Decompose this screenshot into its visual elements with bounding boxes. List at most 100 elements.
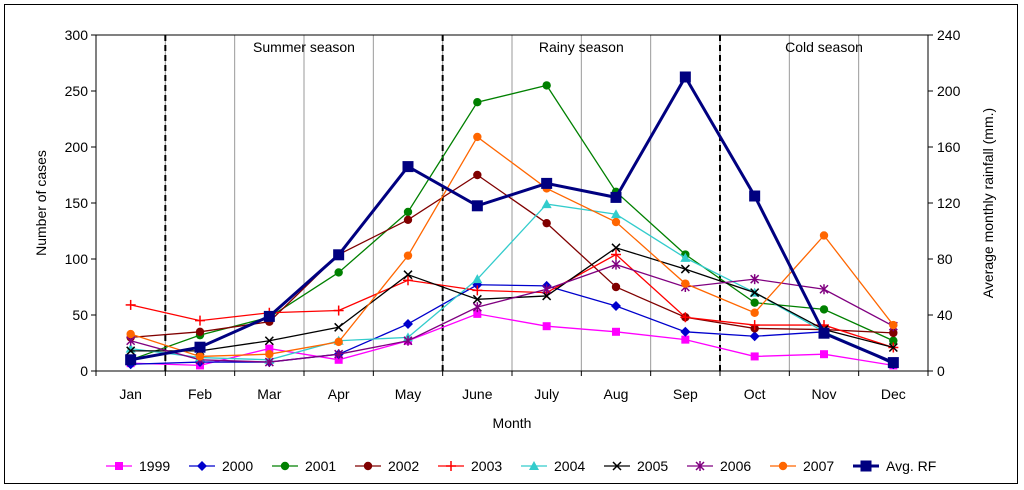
data-point [611, 301, 621, 312]
data-point [472, 285, 483, 296]
data-point [403, 270, 413, 280]
data-point [750, 288, 760, 298]
marker-shape [542, 81, 551, 90]
legend-label: 2007 [803, 458, 834, 474]
data-point [610, 191, 622, 203]
data-point [749, 190, 761, 202]
marker-shape [402, 161, 414, 173]
x-tick-label: Jan [119, 386, 142, 402]
data-point [472, 302, 482, 313]
marker-shape [403, 207, 413, 217]
marker-shape [529, 461, 539, 470]
data-point [887, 357, 899, 369]
data-point [680, 312, 691, 323]
data-point [473, 98, 482, 107]
marker-shape [126, 329, 135, 339]
data-point [195, 352, 205, 361]
marker-shape [750, 308, 759, 317]
marker-shape [887, 357, 899, 369]
data-point [334, 268, 343, 277]
marker-shape [750, 288, 760, 298]
series-2007 [126, 132, 898, 361]
y-tick-label: 200 [65, 139, 89, 155]
legend-item: 2002 [355, 458, 419, 474]
marker-shape [611, 282, 621, 292]
legend-item: 2006 [687, 458, 751, 474]
marker-shape [472, 294, 482, 304]
legend-label: 2002 [388, 458, 419, 474]
series-line [130, 74, 894, 364]
y-tick-label: 150 [65, 195, 89, 211]
series-line [130, 263, 894, 363]
legend-label: 2001 [305, 458, 336, 474]
data-point [403, 251, 413, 260]
series-avg-rf [125, 71, 899, 369]
data-point [542, 322, 551, 331]
data-point [820, 350, 828, 359]
y-tick-label: 100 [65, 251, 89, 267]
y2-tick-label: 80 [937, 251, 953, 267]
data-point [263, 310, 275, 322]
marker-shape [542, 322, 551, 331]
data-point [403, 215, 413, 224]
data-point [819, 231, 829, 240]
season-label: Rainy season [539, 39, 624, 55]
marker-shape [333, 249, 345, 261]
legend-marker [280, 461, 290, 471]
marker-shape [820, 350, 828, 359]
series-line [130, 313, 894, 367]
legend-item: 2003 [438, 458, 502, 474]
data-point [542, 218, 551, 228]
data-point [611, 282, 621, 292]
y2-axis-title: Average monthly rainfall (mm.) [980, 108, 996, 298]
data-point [334, 322, 344, 332]
data-point [749, 331, 760, 342]
data-point [542, 291, 552, 301]
marker-shape [265, 344, 274, 353]
y2-tick-label: 0 [937, 363, 945, 379]
marker-shape [473, 170, 482, 180]
legend-marker [529, 461, 539, 470]
data-point [403, 335, 413, 346]
data-point [750, 274, 760, 285]
legend-item: Avg. RF [853, 458, 936, 474]
data-point [749, 320, 760, 331]
legend-item: 2007 [770, 458, 834, 474]
marker-shape [115, 462, 123, 470]
series-line [130, 135, 894, 358]
data-point [681, 335, 690, 344]
data-point [265, 344, 274, 353]
data-point [888, 342, 898, 353]
marker-shape [818, 327, 830, 339]
y2-tick-label: 120 [937, 195, 961, 211]
data-point [402, 161, 414, 173]
legend-marker [695, 461, 705, 471]
x-tick-label: May [395, 386, 421, 402]
marker-shape [403, 318, 413, 329]
legend-marker [363, 461, 373, 471]
marker-shape [680, 326, 691, 337]
data-point [333, 249, 345, 261]
series-2003 [125, 249, 899, 353]
data-point [889, 328, 898, 338]
data-point [473, 309, 482, 318]
marker-shape [263, 310, 275, 322]
marker-shape [888, 342, 898, 353]
marker-shape [860, 460, 872, 472]
data-point [612, 327, 620, 336]
data-point [125, 354, 137, 366]
marker-shape [681, 279, 690, 288]
x-tick-label: Aug [604, 386, 629, 402]
marker-shape [889, 328, 898, 338]
data-point [750, 308, 759, 317]
x-tick-label: Oct [744, 386, 766, 402]
marker-shape [403, 215, 413, 224]
marker-shape [749, 331, 760, 342]
y-tick-label: 250 [65, 83, 89, 99]
legend-marker [778, 461, 788, 471]
marker-shape [889, 336, 898, 345]
data-point [889, 320, 898, 330]
marker-shape [819, 231, 829, 240]
marker-shape [541, 177, 553, 189]
